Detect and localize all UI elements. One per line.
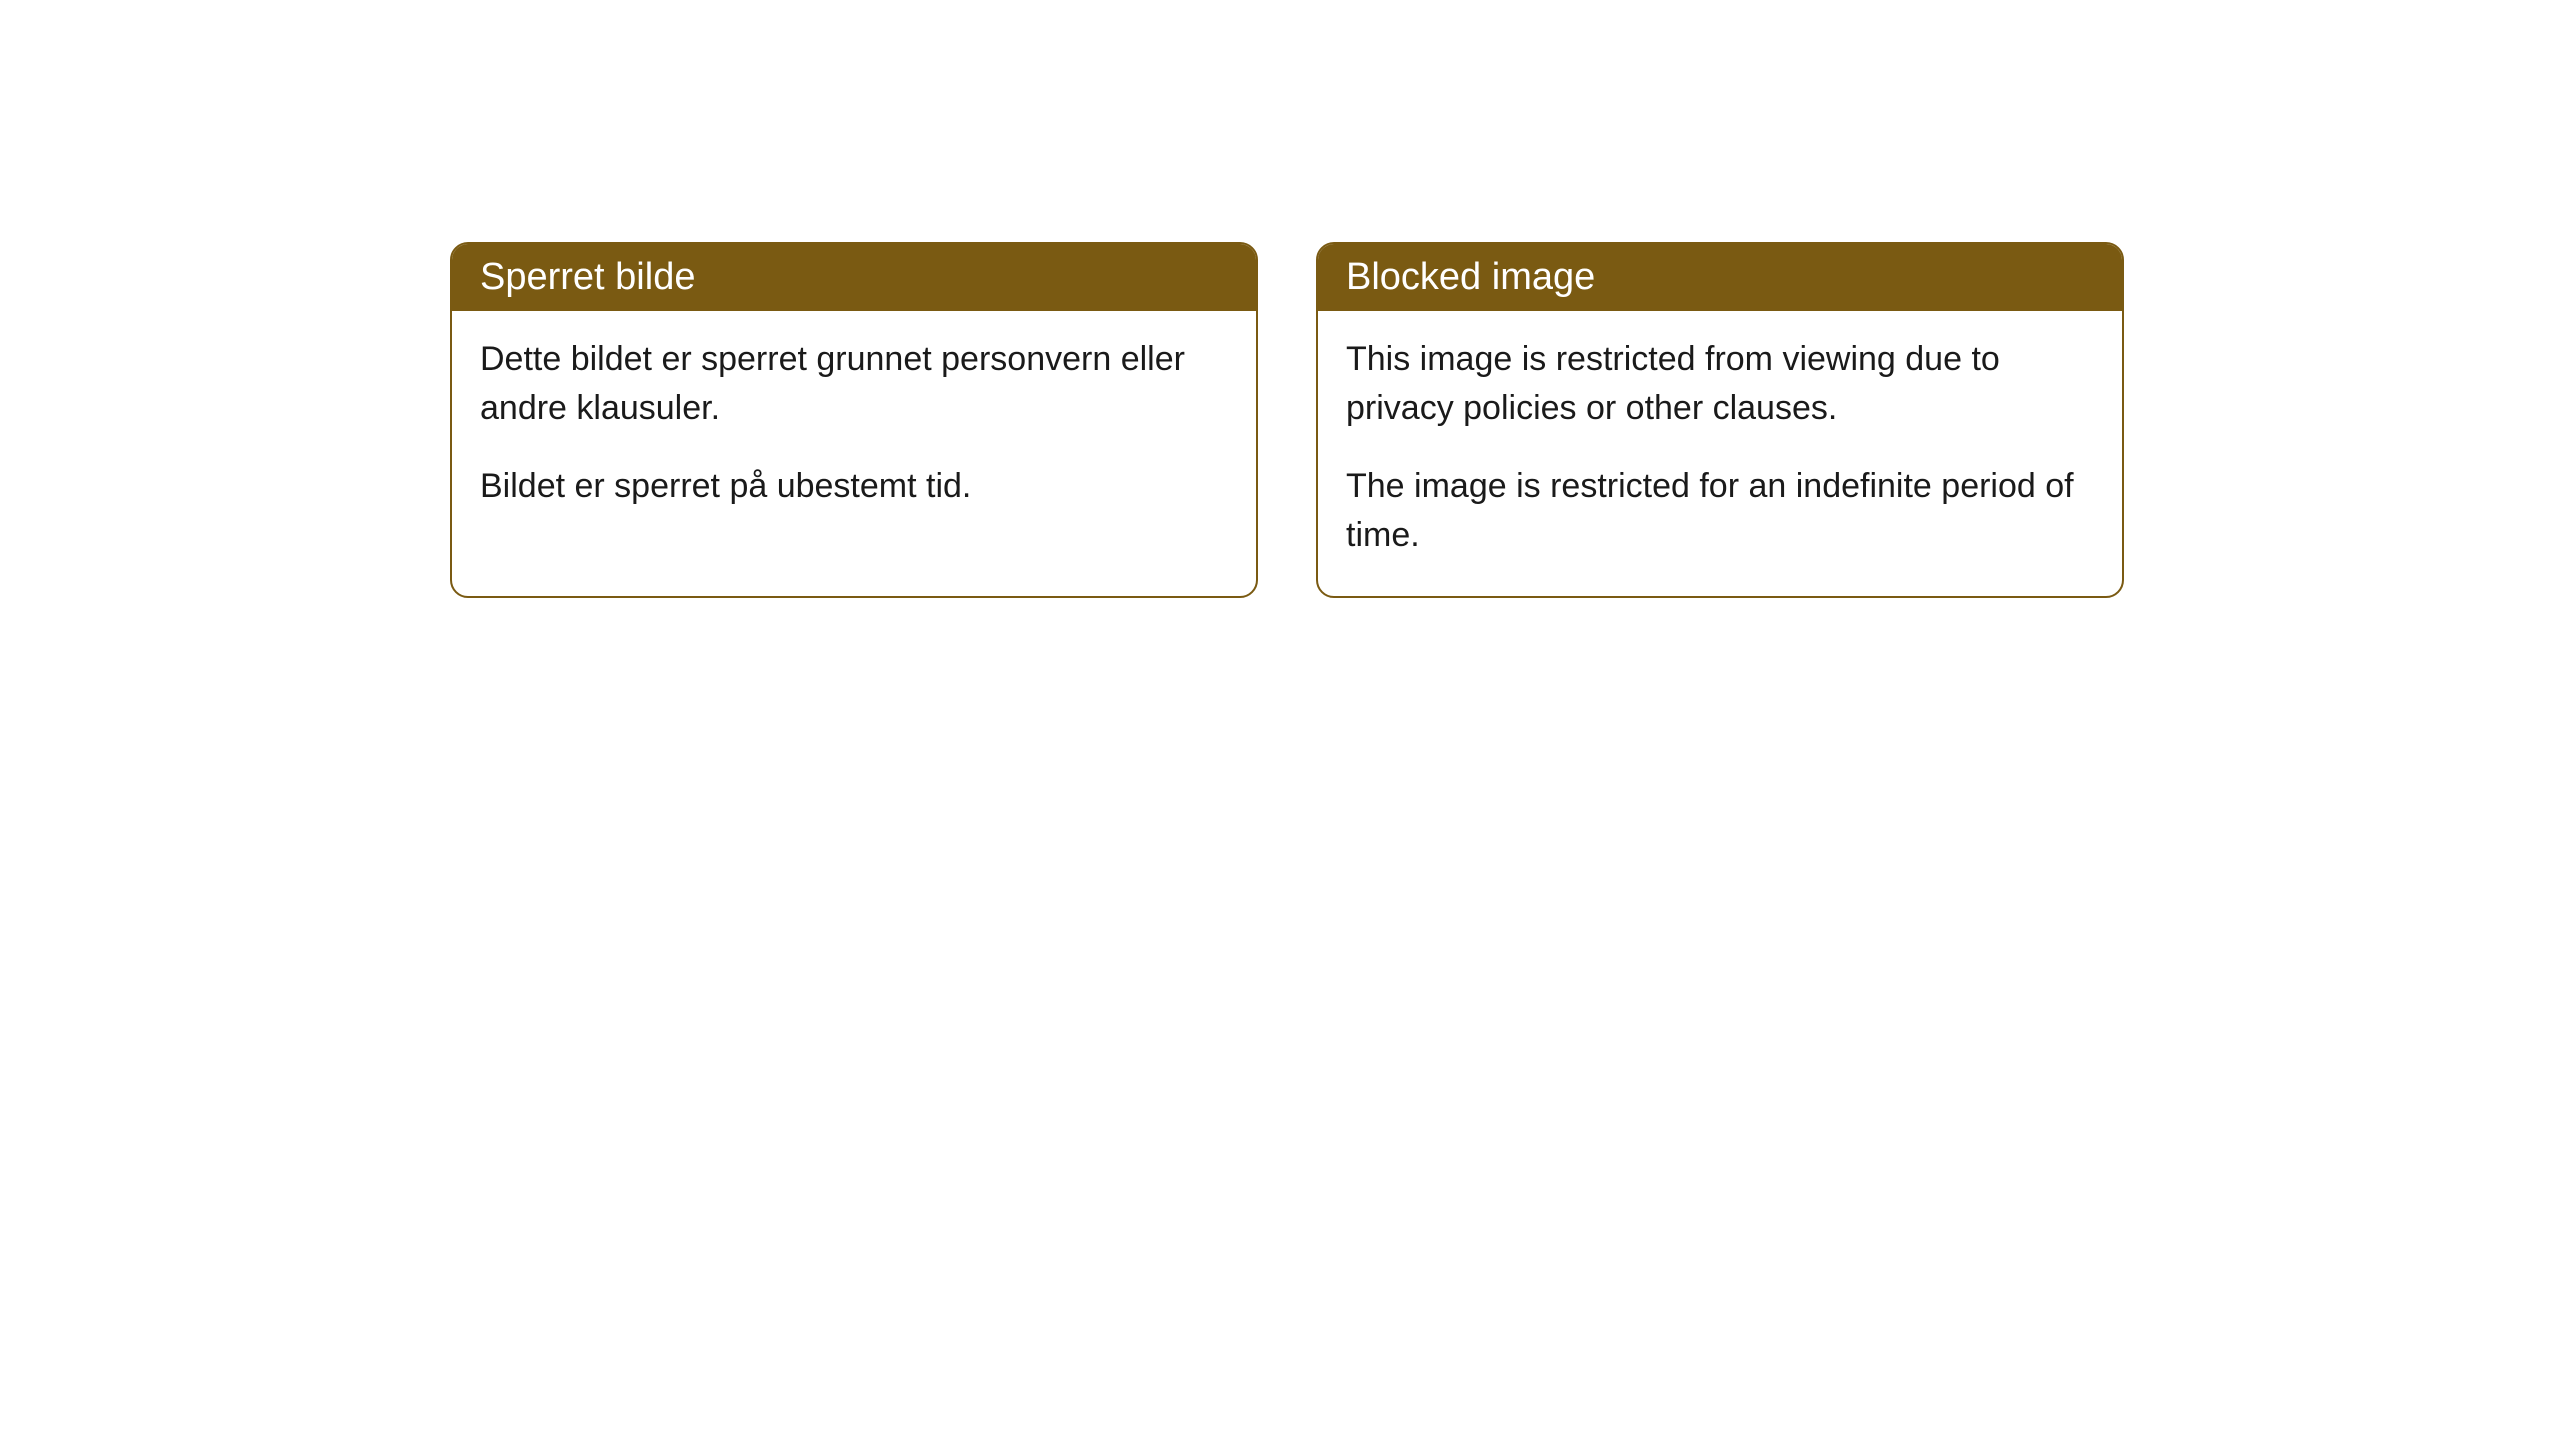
card-paragraph-1-english: This image is restricted from viewing du… xyxy=(1346,335,2094,434)
card-header-english: Blocked image xyxy=(1318,244,2122,311)
card-title-norwegian: Sperret bilde xyxy=(480,256,695,298)
card-body-english: This image is restricted from viewing du… xyxy=(1318,311,2122,596)
card-title-english: Blocked image xyxy=(1346,256,1595,298)
cards-container: Sperret bilde Dette bildet er sperret gr… xyxy=(450,242,2124,598)
blocked-image-card-norwegian: Sperret bilde Dette bildet er sperret gr… xyxy=(450,242,1258,598)
card-header-norwegian: Sperret bilde xyxy=(452,244,1256,311)
blocked-image-card-english: Blocked image This image is restricted f… xyxy=(1316,242,2124,598)
card-paragraph-2-english: The image is restricted for an indefinit… xyxy=(1346,462,2094,561)
card-paragraph-2-norwegian: Bildet er sperret på ubestemt tid. xyxy=(480,462,1228,511)
card-paragraph-1-norwegian: Dette bildet er sperret grunnet personve… xyxy=(480,335,1228,434)
card-body-norwegian: Dette bildet er sperret grunnet personve… xyxy=(452,311,1256,547)
